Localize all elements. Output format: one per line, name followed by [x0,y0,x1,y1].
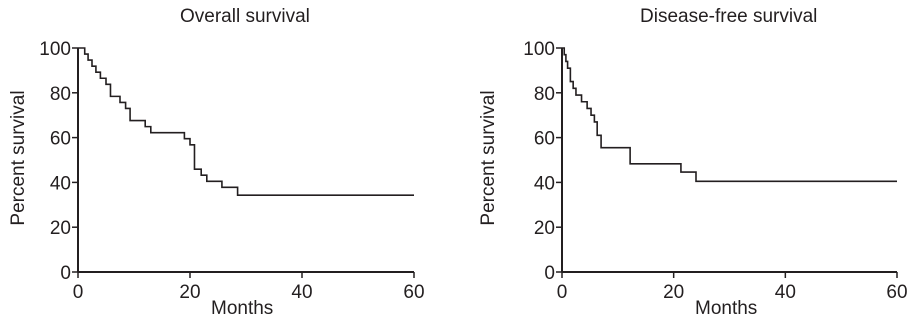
y-tick-label: 60 [50,129,71,150]
y-tick-label: 40 [534,173,555,194]
y-tick-label: 20 [50,218,71,239]
y-tick-label: 60 [534,129,555,150]
y-tick-label: 20 [534,218,555,239]
y-tick-label: 100 [39,39,71,60]
x-tick-label: 20 [179,282,200,303]
disease-free-survival-chart: Disease-free survival Percent survival M… [470,0,913,325]
y-tick-label: 100 [523,39,555,60]
survival-curve [78,47,414,196]
disease-free-survival-plot: 0 20 40 60 0 20 40 60 80 100 [523,39,907,303]
survival-curve [562,47,897,183]
overall-survival-plot: 0 20 40 60 0 20 40 60 80 100 [39,39,424,303]
y-tick-label: 80 [50,84,71,105]
y-tick-label: 0 [60,263,71,284]
overall-survival-chart: Overall survival Percent survival Months… [0,0,450,325]
x-tick-label: 40 [775,282,796,303]
x-tick-label: 0 [73,282,84,303]
y-tick-label: 40 [50,173,71,194]
y-tick-label: 0 [544,263,555,284]
y-tick-label: 80 [534,84,555,105]
x-tick-label: 0 [557,282,568,303]
x-tick-label: 20 [663,282,684,303]
x-tick-label: 60 [886,282,907,303]
x-tick-label: 60 [403,282,424,303]
x-axis-label: Months [211,298,274,319]
chart-title: Disease-free survival [640,6,818,27]
x-tick-label: 40 [291,282,312,303]
x-axis-label: Months [695,298,758,319]
chart-title: Overall survival [180,6,310,27]
